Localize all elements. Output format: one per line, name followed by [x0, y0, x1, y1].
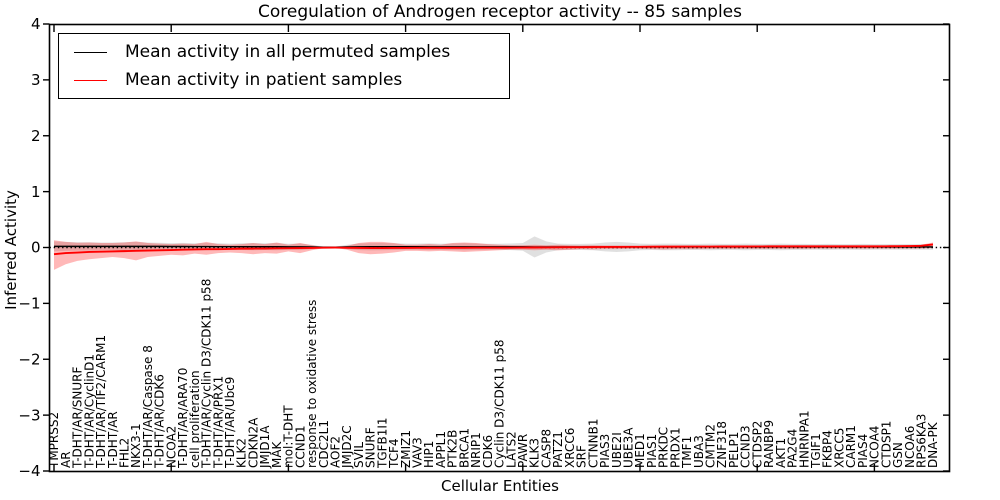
entity-label: UBE2I: [610, 432, 624, 468]
entity-label: CTDSP2: [750, 421, 764, 468]
legend-item-permuted: Mean activity in all permuted samples: [59, 42, 509, 62]
permuted-line-swatch: [74, 51, 107, 53]
entity-label: ZNF318: [715, 421, 729, 468]
entity-label: FKBP4: [821, 430, 835, 468]
entity-label: FHL2: [118, 438, 132, 468]
entity-label: T-DHT/AR/CyclinD1: [82, 354, 96, 469]
patient-mean-line: [53, 243, 934, 256]
entity-label: BRCA1: [457, 428, 471, 468]
y-tick-label: 1: [31, 183, 41, 201]
entity-label: TMPRSS2: [47, 412, 61, 469]
entity-label: Cyclin D3/CDK11 p58: [493, 339, 507, 468]
entity-label: PELP1: [727, 432, 741, 468]
entity-label: NRIP1: [469, 432, 483, 468]
entity-label: NCOA6: [903, 426, 917, 468]
y-tick-label: −3: [18, 406, 40, 424]
entity-label: PTK2B: [446, 430, 460, 468]
entity-label: NCOA4: [868, 426, 882, 468]
entity-label: CDK6: [481, 435, 495, 468]
entity-label: cell proliferation: [188, 370, 202, 468]
entity-label: RANBP9: [762, 420, 776, 468]
entity-label: response to oxidative stress: [305, 300, 319, 468]
entity-label: T-DHT/AR/PRX1: [211, 376, 225, 469]
entity-label: AR: [59, 451, 73, 468]
entity-label: SRF: [575, 445, 589, 468]
entity-label: CASP8: [539, 429, 553, 468]
entity-label: ZMIZ1: [399, 430, 413, 468]
entity-label: TGFB1I1: [375, 417, 389, 469]
entity-label: AKT1: [774, 438, 788, 468]
y-tick-label: −1: [18, 295, 40, 313]
patient-line-swatch: [74, 79, 107, 81]
entity-label: T-DHT/AR/Ubc9: [223, 377, 237, 469]
entity-label: TGIF1: [809, 433, 823, 469]
entity-label: NKX3-1: [129, 423, 143, 468]
entity-label: T-DHT/AR/CDK6: [153, 374, 167, 469]
legend-item-patient: Mean activity in patient samples: [59, 70, 509, 90]
chart-title: Coregulation of Androgen receptor activi…: [257, 2, 743, 22]
entity-label: PIAS4: [856, 434, 870, 468]
y-tick-label: −4: [18, 462, 40, 480]
entity-label: CARM1: [844, 425, 858, 468]
entity-label: TMF1: [680, 436, 694, 469]
legend-box: Mean activity in all permuted samples Me…: [58, 33, 510, 99]
entity-label: CDC2L1: [317, 420, 331, 468]
entity-label: XRCC5: [832, 428, 846, 468]
x-axis-label: Cellular Entities: [441, 477, 559, 495]
entity-label: PIAS1: [645, 434, 659, 468]
entity-label: T-DHT/AR: [106, 411, 120, 469]
entity-label: MAK: [270, 440, 284, 468]
entity-label: UBA3: [692, 435, 706, 468]
y-tick-label: 2: [31, 127, 41, 145]
y-tick-label: −2: [18, 350, 40, 368]
entity-label: NCOA2: [164, 426, 178, 468]
y-tick-label: 4: [31, 15, 41, 33]
entity-label: DNA-PK: [926, 421, 940, 468]
entity-label: GSN: [891, 442, 905, 468]
entity-label: HNRNPA1: [797, 410, 811, 468]
entity-label: SNURF: [364, 427, 378, 468]
entity-label: T-DHT/AR/Caspase 8: [141, 345, 155, 469]
entity-label: PATZ1: [551, 431, 565, 468]
entity-label: JMJD2C: [340, 425, 354, 469]
entity-label: KLK2: [235, 438, 249, 468]
y-tick-label: 3: [31, 71, 41, 89]
entity-label: CTDSP1: [879, 421, 893, 468]
entity-label: HIP1: [422, 441, 436, 468]
entity-label: SVIL: [352, 442, 366, 468]
entity-label: PAWR: [516, 434, 530, 468]
entity-label: T-DHT/AR/TIF2/CARM1: [94, 335, 108, 469]
entity-label: PA2G4: [786, 429, 800, 468]
entity-label: AOF2: [328, 436, 342, 468]
entity-label: mol:T-DHT: [282, 405, 296, 468]
legend-label-permuted: Mean activity in all permuted samples: [125, 42, 451, 62]
entity-label: TCF4: [387, 438, 401, 469]
entity-label: CCND3: [739, 425, 753, 468]
entity-label: UBE3A: [621, 427, 635, 468]
entity-label: JMJD1A: [258, 425, 272, 469]
entity-label: MED1: [633, 433, 647, 468]
entity-label: PIAS3: [598, 434, 612, 468]
entity-label: KLK3: [528, 438, 542, 468]
entity-label: RPS6KA3: [914, 414, 928, 468]
entity-label: T-DHT/AR/ARA70: [176, 368, 190, 469]
entity-label: T-DHT/AR/Cyclin D3/CDK11 p58: [200, 279, 214, 469]
legend-label-patient: Mean activity in patient samples: [125, 70, 403, 90]
entity-label: LATS2: [504, 431, 518, 468]
entity-label: VAV3: [411, 437, 425, 468]
entity-label: T-DHT/AR/SNURF: [71, 367, 85, 470]
entity-label: APPL1: [434, 431, 448, 468]
entity-label: CCND1: [293, 425, 307, 468]
y-tick-label: 0: [31, 239, 41, 257]
entity-label: CTNNB1: [586, 418, 600, 468]
entity-label: CDKN2A: [246, 417, 260, 468]
entity-label: PRKDC: [657, 427, 671, 468]
entity-label: PRDX1: [668, 427, 682, 468]
entity-label: CMTM2: [704, 424, 718, 468]
entity-label: XRCC6: [563, 428, 577, 468]
